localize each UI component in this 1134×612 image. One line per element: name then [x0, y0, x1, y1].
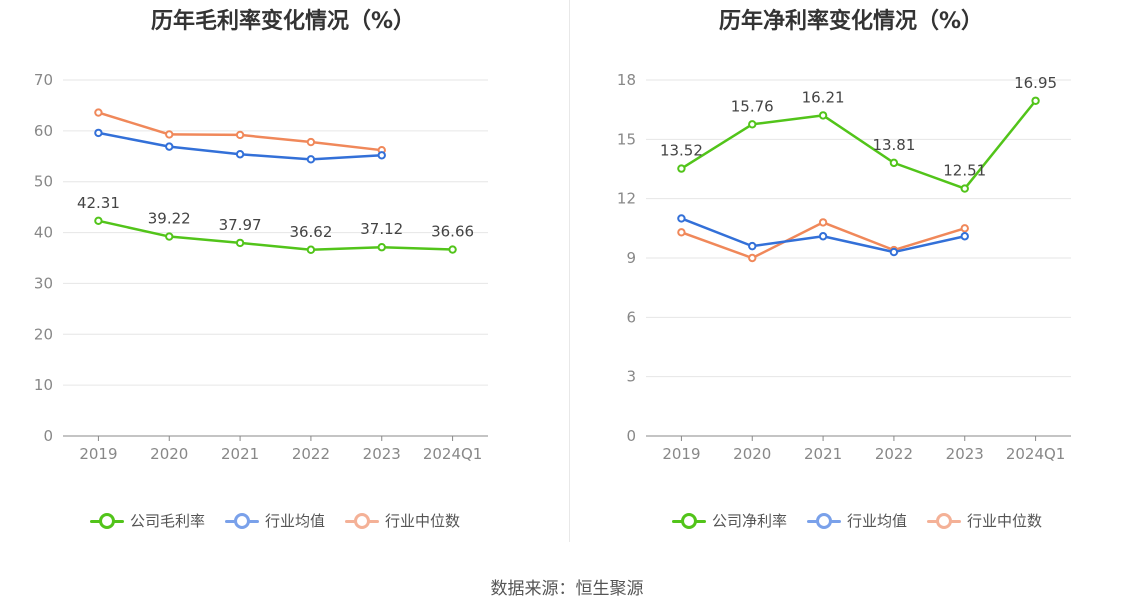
1-point-average: [960, 232, 969, 241]
1-data-label: 16.21: [802, 88, 845, 106]
1-point-median: [677, 228, 686, 237]
1-data-label: 13.52: [660, 142, 703, 160]
0-y-tick-label: 0: [43, 427, 53, 445]
1-point-company: [818, 111, 828, 120]
legend-line-circle-icon: [672, 512, 706, 529]
0-y-tick-label: 50: [34, 173, 53, 191]
0-y-tick-label: 10: [34, 376, 53, 394]
0-point-median: [94, 108, 103, 117]
gross-margin-chart: 0 10 20 30 40 50 60 70 2019 2020 2021 2022 2023 2024Q…: [34, 71, 488, 463]
0-data-label: 37.97: [219, 216, 262, 234]
0-point-average: [235, 150, 245, 159]
1-point-average: [889, 247, 899, 257]
1-x-tick-label: 2022: [875, 445, 913, 463]
0-point-company: [165, 232, 174, 241]
legend-line-circle-icon: [225, 512, 260, 529]
1-y-tick-label: 6: [626, 308, 636, 326]
0-y-tick-label: 20: [34, 325, 53, 343]
0-y-tick-label: 70: [34, 71, 53, 89]
legend-label: 公司净利率: [712, 512, 788, 530]
0-data-label: 42.31: [77, 194, 120, 212]
legend-item-company-net-margin[interactable]: 公司净利率: [672, 510, 787, 531]
net-margin-chart-title: 历年净利率变化情况（%）: [718, 9, 984, 34]
legend-line-circle-icon: [90, 512, 124, 529]
0-point-average: [165, 142, 174, 151]
0-series-line-company: [98, 219, 453, 252]
0-point-company: [448, 245, 457, 254]
legend-label: 行业均值: [265, 512, 326, 530]
1-point-average: [818, 232, 828, 241]
1-point-company: [889, 158, 899, 168]
1-x-tick-label: 2020: [733, 445, 771, 463]
0-data-label: 36.62: [289, 223, 332, 241]
1-point-median: [748, 253, 757, 263]
legend-item-industry-average[interactable]: 行业均值: [807, 510, 907, 531]
1-y-tick-label: 9: [626, 249, 636, 267]
1-point-company: [1031, 96, 1040, 105]
1-series-line-company: [680, 99, 1037, 190]
legend-line-circle-icon: [345, 512, 380, 529]
1-y-tick-label: 12: [617, 190, 636, 208]
0-data-label: 37.12: [360, 220, 403, 238]
0-data-label: 36.66: [431, 223, 474, 241]
0-x-tick-label: 2023: [363, 445, 401, 463]
0-y-tick-label: 60: [34, 122, 53, 140]
1-x-tick-label: 2023: [946, 445, 984, 463]
0-x-tick-label: 2024Q1: [423, 445, 483, 463]
1-point-company: [677, 164, 686, 173]
1-data-label: 15.76: [731, 97, 774, 115]
legend-label: 行业中位数: [385, 512, 461, 530]
legend-item-industry-median[interactable]: 行业中位数: [345, 510, 460, 531]
0-point-average: [94, 128, 103, 138]
1-point-average: [677, 214, 686, 223]
0-point-average: [377, 151, 386, 160]
0-point-company: [306, 245, 316, 254]
1-point-average: [748, 241, 757, 251]
1-point-company: [748, 120, 757, 129]
1-x-tick-label: 2021: [804, 445, 842, 463]
1-x-tick-label: 2024Q1: [1006, 445, 1066, 463]
legend-item-industry-average[interactable]: 行业均值: [225, 510, 325, 531]
0-y-tick-label: 40: [34, 224, 53, 242]
0-point-company: [377, 243, 386, 252]
legend-line-circle-icon: [807, 512, 842, 529]
net-margin-chart: 0 3 6 9 12 15 18 2019 2020 2021 2022 2023 2024Q1 13.5…: [617, 71, 1071, 463]
0-point-median: [165, 130, 174, 139]
gross-margin-legend[interactable]: 公司毛利率 行业均值 行业中位数: [90, 510, 460, 531]
0-x-tick-label: 2020: [150, 445, 188, 463]
0-x-tick-label: 2021: [221, 445, 259, 463]
1-y-tick-label: 15: [617, 130, 636, 148]
1-data-label: 12.51: [943, 162, 986, 180]
legend-label: 行业中位数: [967, 512, 1043, 530]
1-point-median: [818, 218, 828, 227]
1-y-tick-label: 18: [617, 71, 636, 89]
net-margin-legend[interactable]: 公司净利率 行业均值 行业中位数: [672, 510, 1042, 531]
0-point-company: [235, 238, 245, 248]
gross-margin-chart-title: 历年毛利率变化情况（%）: [150, 9, 416, 34]
0-y-tick-label: 30: [34, 274, 53, 292]
legend-item-company-gross-margin[interactable]: 公司毛利率: [90, 510, 205, 531]
1-y-tick-label: 0: [626, 427, 636, 445]
1-point-company: [960, 184, 969, 193]
chart-divider: [569, 0, 570, 542]
0-x-tick-label: 2022: [292, 445, 330, 463]
0-point-company: [94, 216, 103, 226]
0-data-label: 39.22: [148, 210, 191, 228]
1-y-tick-label: 3: [626, 368, 636, 386]
1-x-tick-label: 2019: [662, 445, 700, 463]
0-x-tick-label: 2019: [79, 445, 117, 463]
0-point-average: [306, 155, 316, 164]
1-data-label: 13.81: [872, 136, 915, 154]
legend-label: 公司毛利率: [130, 512, 206, 530]
data-source-note: 数据来源：恒生聚源: [490, 579, 644, 599]
legend-item-industry-median[interactable]: 行业中位数: [927, 510, 1042, 531]
legend-label: 行业均值: [847, 512, 908, 530]
0-point-median: [306, 137, 316, 147]
1-data-label: 16.95: [1014, 74, 1057, 92]
legend-line-circle-icon: [927, 512, 962, 529]
0-point-median: [235, 130, 245, 140]
1-point-median: [960, 224, 969, 233]
